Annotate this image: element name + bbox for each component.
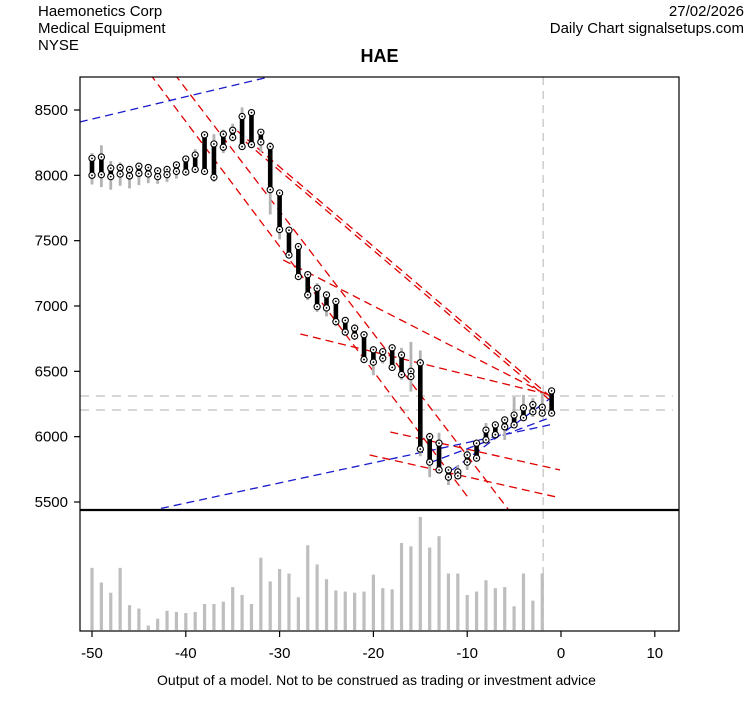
svg-text:-30: -30 xyxy=(269,645,291,662)
price-bars xyxy=(88,107,556,486)
svg-text:-40: -40 xyxy=(175,645,197,662)
svg-text:6500: 6500 xyxy=(35,363,68,380)
industry-name: Medical Equipment xyxy=(38,20,166,37)
svg-text:-50: -50 xyxy=(81,645,103,662)
chart-title: HAE xyxy=(360,46,399,66)
chart-date: 27/02/2026 xyxy=(668,3,744,20)
svg-text:5500: 5500 xyxy=(35,494,68,511)
svg-text:-10: -10 xyxy=(456,645,478,662)
trendlines xyxy=(80,77,561,510)
plot-border xyxy=(79,76,680,632)
disclaimer-text: Output of a model. Not to be construed a… xyxy=(157,672,596,688)
axes: -50 -40 -30 -20 -10 0 10 5500 6000 6500 7000 7500 80… xyxy=(35,102,664,662)
header-right: 27/02/2026 Daily Chart signalsetups.com xyxy=(550,3,744,37)
svg-text:6000: 6000 xyxy=(35,429,68,446)
exchange-name: NYSE xyxy=(38,37,79,54)
svg-text:7500: 7500 xyxy=(35,233,68,250)
svg-text:0: 0 xyxy=(557,645,565,662)
reference-lines xyxy=(80,77,673,631)
svg-text:10: 10 xyxy=(646,645,663,662)
svg-text:8500: 8500 xyxy=(35,102,68,119)
svg-text:8000: 8000 xyxy=(35,167,68,184)
chart-source: Daily Chart signalsetups.com xyxy=(549,20,744,37)
header-left: Haemonetics Corp Medical Equipment NYSE xyxy=(38,3,166,54)
svg-text:7000: 7000 xyxy=(35,298,68,315)
company-name: Haemonetics Corp xyxy=(38,3,163,20)
svg-text:-20: -20 xyxy=(363,645,385,662)
volume-bars xyxy=(90,517,544,630)
